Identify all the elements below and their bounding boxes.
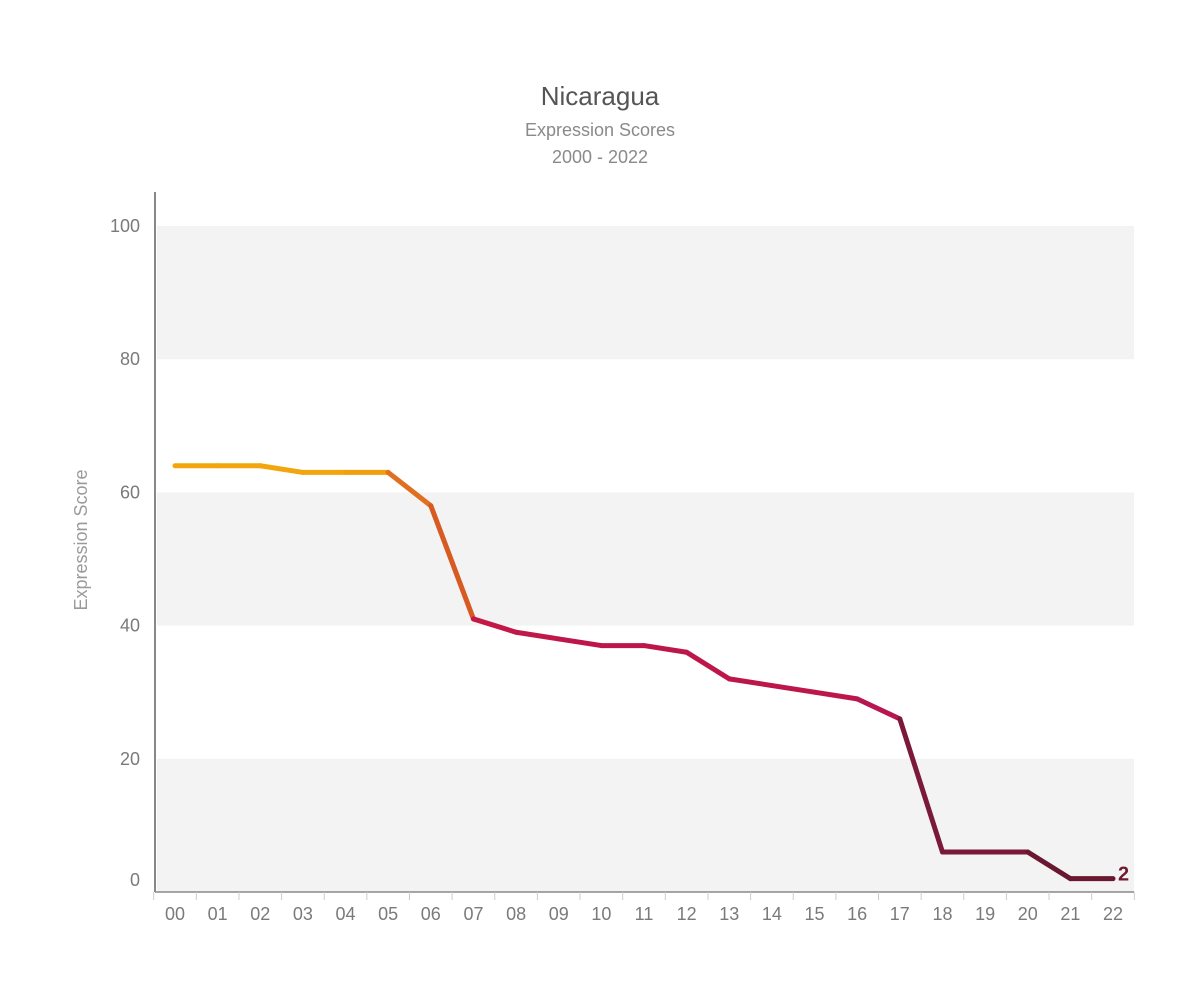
- line-segment: [684, 649, 732, 682]
- y-tick-label: 40: [120, 616, 140, 636]
- line-segment: [385, 469, 434, 509]
- line-segment: [897, 716, 945, 855]
- line-segment: [1025, 849, 1073, 882]
- x-tick-label: 00: [165, 904, 185, 924]
- chart-date-range: 2000 - 2022: [551, 147, 649, 167]
- background-band: [157, 492, 1134, 626]
- x-tick-label: 17: [890, 904, 910, 924]
- y-axis-ticks: 0 20 40 60 80 100: [110, 216, 140, 890]
- x-tick-label: 18: [932, 904, 952, 924]
- chart-title: Nicaragua: [540, 81, 660, 111]
- line-segment: [854, 696, 903, 722]
- y-tick-label: 0: [130, 870, 140, 890]
- background-band: [157, 226, 1134, 360]
- x-tick-label: 19: [975, 904, 995, 924]
- line-segment: [470, 616, 519, 635]
- x-tick-label: 05: [378, 904, 398, 924]
- x-tick-label: 07: [463, 904, 483, 924]
- x-axis-ticks: 00 01 02 03 04 05 06 07 08 09 10 11 12 13 14 15 16 17 18 19…: [165, 904, 1123, 924]
- data-line: [172, 463, 1116, 882]
- x-tick-label: 10: [591, 904, 611, 924]
- x-tick-label: 12: [677, 904, 697, 924]
- x-tick-label: 15: [805, 904, 825, 924]
- y-tick-label: 80: [120, 349, 140, 369]
- x-tick-label: 03: [293, 904, 313, 924]
- line-segment: [513, 629, 562, 642]
- x-tick-label: 02: [250, 904, 270, 924]
- line-segment: [726, 676, 775, 689]
- x-tick-label: 21: [1060, 904, 1080, 924]
- x-tick-label: 16: [847, 904, 867, 924]
- line-segment: [556, 636, 604, 649]
- y-tick-label: 60: [120, 482, 140, 502]
- line-segment: [257, 463, 306, 475]
- line-segment: [641, 643, 690, 655]
- data-labels: 2: [1118, 864, 1129, 886]
- x-tick-label: 06: [421, 904, 441, 924]
- axes: [153, 192, 1135, 900]
- y-tick-label: 20: [120, 749, 140, 769]
- x-tick-label: 13: [719, 904, 739, 924]
- background-bands: [157, 226, 1134, 892]
- x-tick-label: 01: [208, 904, 228, 924]
- line-segment: [428, 503, 476, 622]
- y-axis-label: Expression Score: [71, 469, 91, 610]
- end-value-label: 2: [1118, 864, 1129, 886]
- x-tick-label: 04: [336, 904, 356, 924]
- x-tick-label: 14: [762, 904, 782, 924]
- line-segment: [812, 689, 860, 702]
- x-tick-label: 09: [549, 904, 569, 924]
- x-tick-label: 22: [1103, 904, 1123, 924]
- chart-subtitle: Expression Scores: [524, 120, 676, 140]
- x-tick-label: 08: [506, 904, 526, 924]
- y-tick-label: 100: [110, 216, 140, 236]
- x-tick-label: 11: [635, 904, 654, 924]
- x-tick-label: 20: [1018, 904, 1038, 924]
- background-band: [157, 758, 1134, 892]
- line-segment: [769, 683, 818, 695]
